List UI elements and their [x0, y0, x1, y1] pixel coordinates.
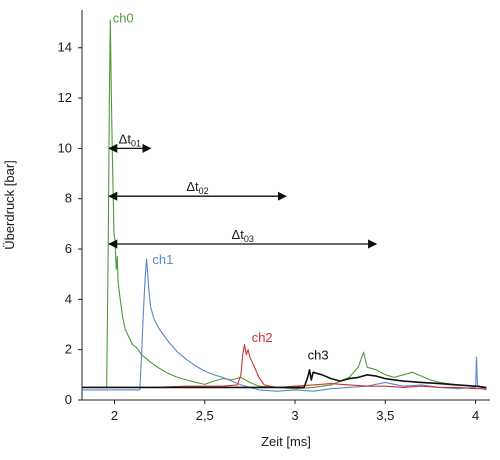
y-tick-label: 8: [65, 191, 72, 206]
delta-t-label: Δt02: [186, 179, 208, 196]
y-tick-label: 4: [65, 291, 72, 306]
y-tick-label: 2: [65, 342, 72, 357]
axis-ticks: 0 2 4 6 8 10 12 14 2 2,5 3 3,5 4: [58, 40, 480, 423]
delta-t-label: Δt03: [232, 227, 254, 244]
x-tick-label: 2,5: [196, 408, 214, 423]
series-line-ch1: [82, 258, 487, 392]
series-line-ch2: [82, 344, 487, 390]
delta-t-label: Δt01: [119, 131, 141, 148]
series-labels: ch0 ch1 ch2 ch3: [113, 11, 329, 363]
series-label-ch0: ch0: [113, 11, 134, 26]
series-label-ch3: ch3: [308, 348, 329, 363]
x-tick-label: 3: [291, 408, 298, 423]
series-label-ch2: ch2: [252, 330, 273, 345]
y-tick-label: 12: [58, 90, 72, 105]
series-lines: [82, 19, 487, 392]
delta-t-annotations: Δt01 Δt02 Δt03: [108, 131, 378, 249]
axes: [81, 10, 490, 401]
x-tick-label: 4: [472, 408, 479, 423]
x-tick-label: 3,5: [376, 408, 394, 423]
x-tick-label: 2: [111, 408, 118, 423]
x-axis-title: Zeit [ms]: [261, 434, 311, 449]
y-tick-label: 0: [65, 392, 72, 407]
y-axis-title: Überdruck [bar]: [2, 160, 17, 250]
y-tick-label: 10: [58, 140, 72, 155]
series-line-ch3: [82, 369, 487, 389]
y-tick-label: 6: [65, 241, 72, 256]
series-label-ch1: ch1: [152, 252, 173, 267]
y-tick-label: 14: [58, 40, 72, 55]
